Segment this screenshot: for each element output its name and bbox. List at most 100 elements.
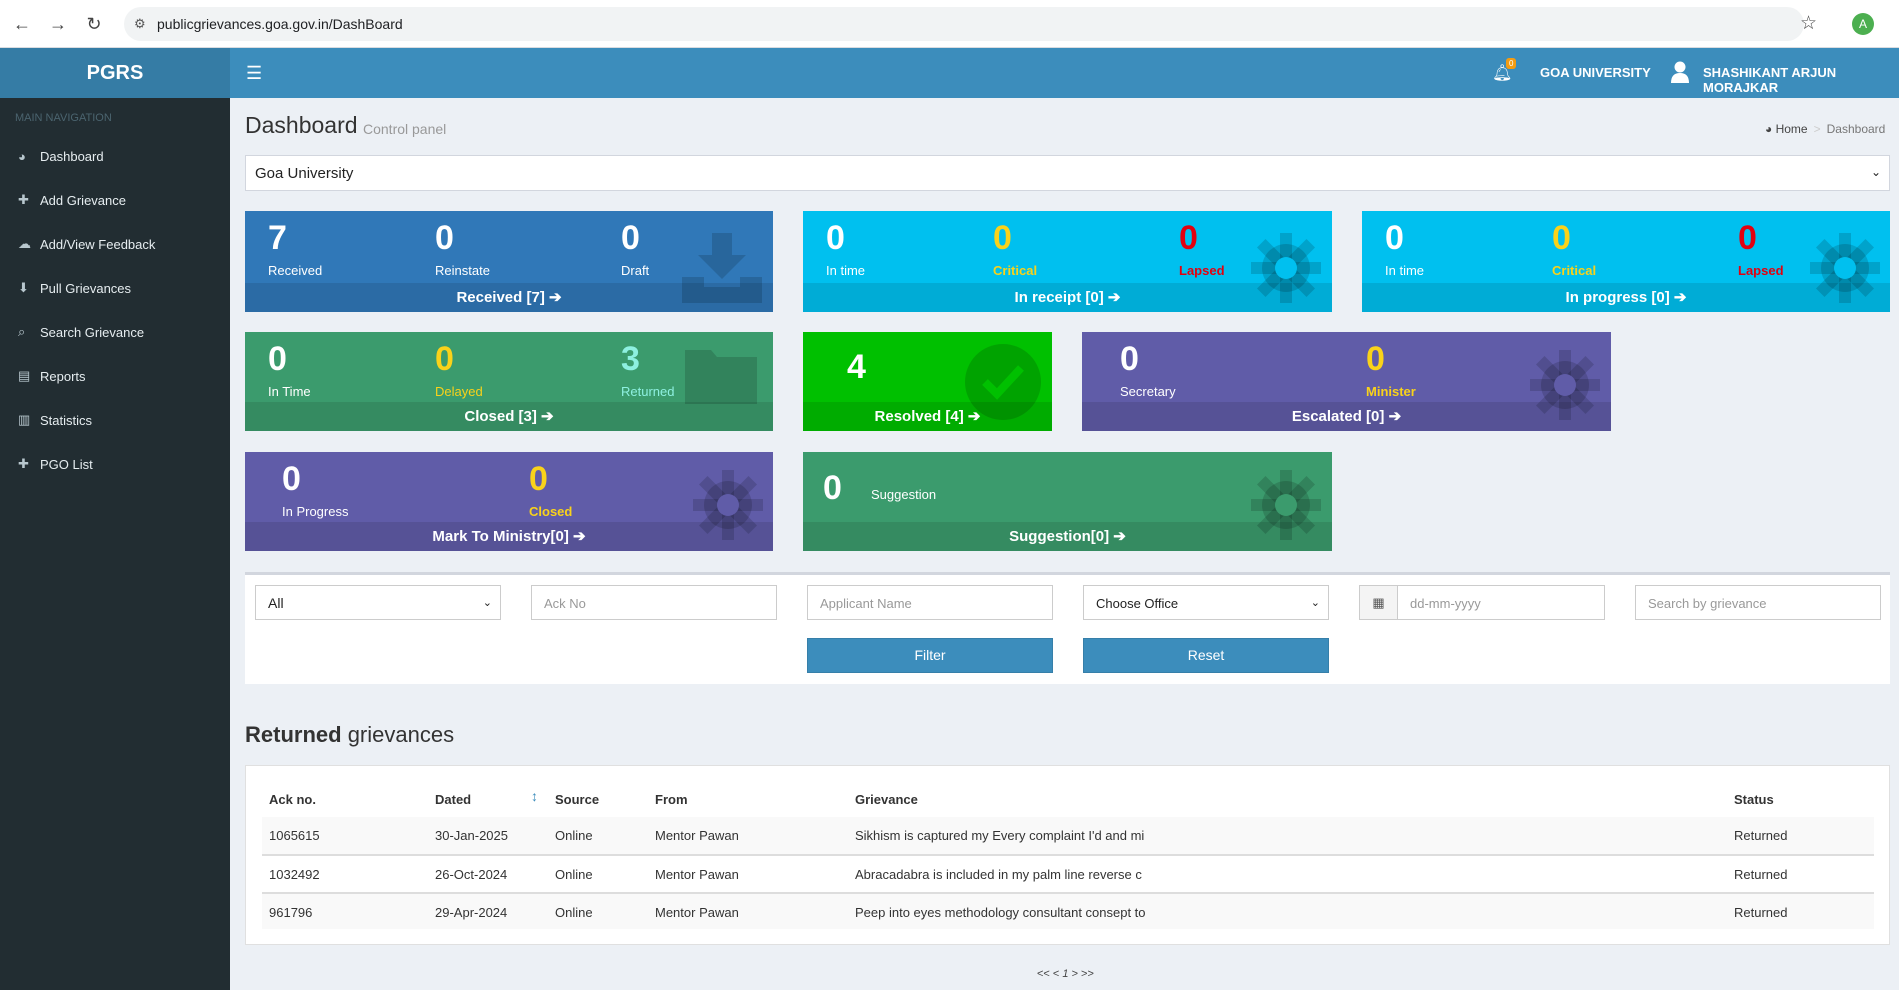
user-name[interactable]: SHASHIKANT ARJUN MORAJKAR bbox=[1703, 65, 1837, 95]
source-cell: Online bbox=[555, 828, 593, 843]
forward-icon[interactable]: → bbox=[49, 14, 67, 34]
breadcrumb-home[interactable]: Home bbox=[1775, 122, 1808, 136]
suggestion-footer-link[interactable]: Suggestion[0] ➔ bbox=[803, 522, 1332, 551]
table-row[interactable]: 961796 29-Apr-2024 Online Mentor Pawan P… bbox=[262, 892, 1874, 929]
table-row[interactable]: 1065615 30-Jan-2025 Online Mentor Pawan … bbox=[262, 817, 1874, 854]
profile-avatar[interactable]: A bbox=[1852, 13, 1874, 35]
reload-icon[interactable]: ↻ bbox=[86, 14, 102, 34]
mark-to-ministry-footer-link[interactable]: Mark To Ministry[0] ➔ bbox=[245, 522, 773, 551]
pager-current[interactable]: 1 bbox=[1062, 968, 1069, 980]
pagination: << < 1 > >> bbox=[1037, 968, 1094, 980]
sort-icon[interactable]: ↕ bbox=[531, 788, 538, 804]
applicant-name-input[interactable]: Applicant Name bbox=[807, 585, 1053, 620]
grievance-cell: Peep into eyes methodology consultant co… bbox=[855, 905, 1146, 920]
closed-footer-link[interactable]: Closed [3] ➔ bbox=[245, 402, 773, 431]
sidebar-item-pull-grievances[interactable]: ⬇ Pull Grievances bbox=[0, 266, 230, 310]
returned-title-bold: Returned bbox=[245, 722, 342, 747]
column-header-status[interactable]: Status bbox=[1734, 792, 1774, 807]
dashboard-icon: ◕ bbox=[18, 148, 26, 164]
source-cell: Online bbox=[555, 905, 593, 920]
in-receipt-box[interactable]: 0 In time 0 Critical 0 Lapsed In receipt [0… bbox=[803, 211, 1332, 312]
closed-in-time-count: 0 bbox=[268, 340, 287, 378]
check-circle-icon bbox=[965, 344, 1041, 420]
column-header-ack[interactable]: Ack no. bbox=[269, 792, 316, 807]
star-icon[interactable]: ☆ bbox=[1800, 13, 1818, 34]
secretary-label: Secretary bbox=[1120, 384, 1176, 399]
sidebar-toggle-icon[interactable]: ☰ bbox=[246, 63, 263, 83]
chevron-down-icon: ⌄ bbox=[1870, 165, 1881, 179]
sidebar-item-reports[interactable]: ▤ Reports bbox=[0, 354, 230, 398]
returned-label: Returned bbox=[621, 384, 675, 399]
from-cell: Mentor Pawan bbox=[655, 905, 739, 920]
ministry-in-progress-count: 0 bbox=[282, 460, 301, 498]
url-text[interactable]: publicgrievances.goa.gov.in/DashBoard bbox=[157, 16, 403, 32]
escalated-footer-link[interactable]: Escalated [0] ➔ bbox=[1082, 402, 1611, 431]
plus-icon: ✚ bbox=[18, 192, 29, 207]
reset-button[interactable]: Reset bbox=[1083, 638, 1329, 673]
filter-button[interactable]: Filter bbox=[807, 638, 1053, 673]
sidebar-item-dashboard[interactable]: ◕ Dashboard bbox=[0, 134, 230, 178]
escalated-box[interactable]: 0 Secretary 0 Minister Escalated [0] ➔ bbox=[1082, 332, 1611, 431]
table-row[interactable]: 1032492 26-Oct-2024 Online Mentor Pawan … bbox=[262, 854, 1874, 891]
in-progress-critical-count: 0 bbox=[1552, 219, 1571, 257]
in-receipt-critical-count: 0 bbox=[993, 219, 1012, 257]
resolved-box[interactable]: 4 Resolved [4] ➔ bbox=[803, 332, 1052, 431]
breadcrumb: ◕ Home > Dashboard bbox=[1765, 122, 1886, 136]
lapsed-label: Lapsed bbox=[1738, 263, 1784, 278]
sidebar-item-label: Search Grievance bbox=[40, 324, 145, 340]
closed-box[interactable]: 0 In Time 0 Delayed 3 Returned Closed [3] ➔ bbox=[245, 332, 773, 431]
in-progress-footer-link[interactable]: In progress [0] ➔ bbox=[1362, 283, 1890, 312]
sidebar-item-add-grievance[interactable]: ✚ Add Grievance bbox=[0, 178, 230, 222]
ack-cell: 1032492 bbox=[269, 867, 320, 882]
plus-icon: ✚ bbox=[18, 456, 29, 471]
address-bar[interactable]: ⚙ publicgrievances.goa.gov.in/DashBoard bbox=[124, 7, 1804, 41]
bar-chart-icon: ▥ bbox=[18, 412, 31, 427]
app-logo[interactable]: PGRS bbox=[0, 48, 230, 98]
mark-to-ministry-footer-label: Mark To Ministry[0] bbox=[432, 528, 569, 545]
calendar-icon[interactable]: ▦ bbox=[1360, 586, 1398, 619]
mark-to-ministry-box[interactable]: 0 In Progress 0 Closed Mark To Ministry[0]… bbox=[245, 452, 773, 551]
type-select[interactable]: All ⌄ bbox=[255, 585, 501, 620]
office-select[interactable]: Goa University ⌄ bbox=[245, 155, 1890, 191]
dated-cell: 30-Jan-2025 bbox=[435, 828, 508, 843]
draft-label: Draft bbox=[621, 263, 650, 278]
sidebar-item-search-grievance[interactable]: ⌕ Search Grievance bbox=[0, 310, 230, 354]
in-receipt-footer-link[interactable]: In receipt [0] ➔ bbox=[803, 283, 1332, 312]
in-progress-box[interactable]: 0 In time 0 Critical 0 Lapsed In progress [… bbox=[1362, 211, 1890, 312]
in-time-label: In time bbox=[1385, 263, 1425, 278]
status-cell: Returned bbox=[1734, 905, 1788, 920]
in-progress-in-time-count: 0 bbox=[1385, 219, 1404, 257]
search-grievance-input[interactable]: Search by grievance bbox=[1635, 585, 1881, 620]
sidebar-item-label: Add/View Feedback bbox=[40, 236, 156, 252]
ack-cell: 961796 bbox=[269, 905, 313, 920]
source-cell: Online bbox=[555, 867, 593, 882]
sidebar-item-pgo-list[interactable]: ✚ PGO List bbox=[0, 442, 230, 486]
received-footer-link[interactable]: Received [7] ➔ bbox=[245, 283, 773, 312]
received-box[interactable]: 7 Received 0 Reinstate 0 Draft Received [7]… bbox=[245, 211, 773, 312]
gear-icon bbox=[1810, 233, 1880, 303]
pager-prev[interactable]: << < bbox=[1037, 968, 1060, 980]
column-header-grievance[interactable]: Grievance bbox=[855, 792, 918, 807]
ack-no-input[interactable]: Ack No bbox=[531, 585, 777, 620]
reinstate-count: 0 bbox=[435, 219, 454, 257]
bell-icon[interactable]: 🔔︎ bbox=[1492, 65, 1513, 82]
pager-next[interactable]: > >> bbox=[1071, 968, 1094, 980]
arrow-circle-right-icon: ➔ bbox=[1107, 289, 1121, 306]
date-input[interactable]: ▦ dd-mm-yyyy bbox=[1359, 585, 1605, 620]
resolved-footer-link[interactable]: Resolved [4] ➔ bbox=[803, 402, 1052, 431]
sidebar-item-feedback[interactable]: ☁ Add/View Feedback bbox=[0, 222, 230, 266]
column-header-dated[interactable]: Dated bbox=[435, 792, 472, 807]
sidebar-item-statistics[interactable]: ▥ Statistics bbox=[0, 398, 230, 442]
office-filter-value: Choose Office bbox=[1096, 596, 1179, 611]
column-header-from[interactable]: From bbox=[655, 792, 688, 807]
user-icon[interactable] bbox=[1670, 60, 1690, 84]
organization-name[interactable]: GOA UNIVERSITY bbox=[1540, 65, 1651, 80]
back-icon[interactable]: ← bbox=[13, 14, 31, 34]
received-label: Received bbox=[268, 263, 323, 278]
sidebar-item-label: Dashboard bbox=[40, 148, 104, 164]
suggestion-box[interactable]: 0 Suggestion Suggestion[0] ➔ bbox=[803, 452, 1332, 551]
office-filter-select[interactable]: Choose Office ⌄ bbox=[1083, 585, 1329, 620]
gear-icon bbox=[693, 470, 763, 540]
site-info-icon[interactable]: ⚙ bbox=[134, 16, 146, 31]
column-header-source[interactable]: Source bbox=[555, 792, 600, 807]
